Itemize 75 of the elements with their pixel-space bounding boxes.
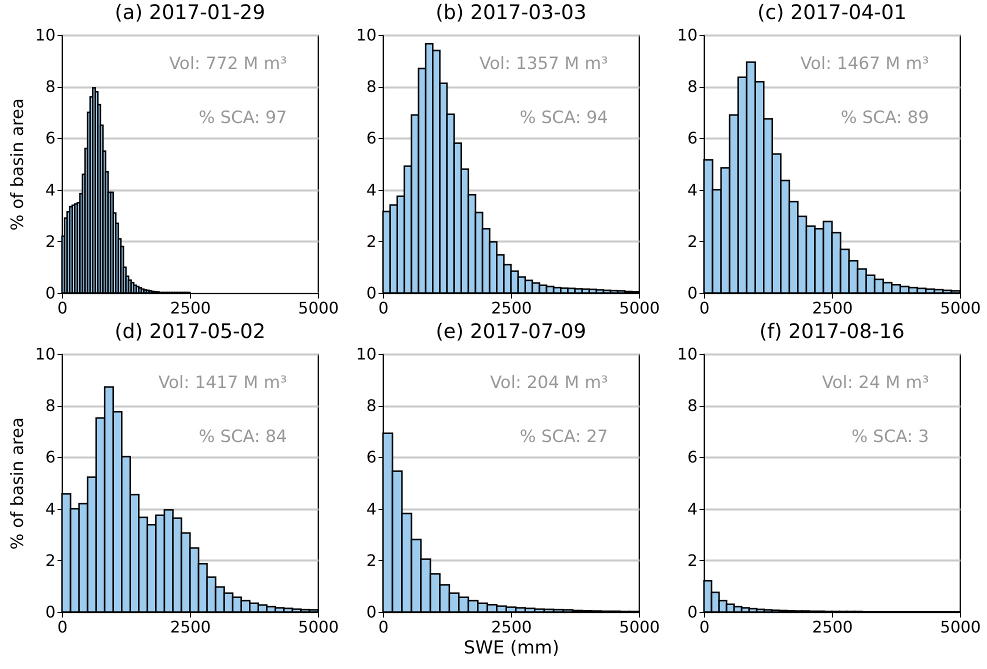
annotation: % SCA: 89 [840, 108, 929, 128]
chart-title: (d) 2017-05-02 [114, 319, 266, 343]
y-tick-label: 0 [687, 284, 698, 302]
annotation: Vol: 1467 M m³ [800, 54, 929, 74]
y-tick-label: 10 [677, 26, 698, 44]
y-tick-label: 2 [366, 550, 376, 570]
y-tick-label: 2 [366, 232, 376, 251]
y-tick-label: 0 [366, 284, 376, 302]
x-axis-title: SWE (mm) [464, 638, 560, 658]
x-tick-label: 5000 [619, 618, 660, 636]
y-tick-label: 0 [366, 602, 376, 622]
chart-title: (a) 2017-01-29 [114, 0, 266, 24]
annotation: Vol: 204 M m³ [490, 373, 608, 393]
x-tick-label: 0 [699, 618, 710, 636]
y-tick-label: 4 [45, 499, 56, 518]
y-tick-label: 4 [45, 180, 56, 200]
x-tick-label: 0 [57, 618, 68, 636]
x-tick-label: 0 [378, 618, 389, 636]
x-tick-label: 5000 [619, 298, 660, 318]
y-tick-label: 8 [45, 77, 56, 96]
y-tick-label: 10 [356, 344, 376, 364]
y-tick-label: 2 [687, 232, 698, 251]
y-tick-label: 8 [366, 396, 376, 416]
y-tick-label: 10 [35, 344, 56, 364]
x-tick-label: 2500 [812, 298, 853, 318]
y-axis-title: % of basin area [8, 98, 28, 231]
y-tick-label: 8 [45, 396, 56, 416]
y-tick-label: 4 [366, 499, 376, 518]
y-tick-label: 4 [687, 180, 698, 200]
y-tick-label: 2 [687, 550, 698, 570]
y-tick-label: 8 [687, 396, 698, 416]
x-tick-label: 0 [57, 298, 68, 318]
x-tick-label: 0 [378, 298, 389, 318]
chart-title: (f) 2017-08-16 [759, 319, 905, 343]
x-tick-label: 5000 [940, 618, 981, 636]
x-tick-label: 5000 [298, 618, 339, 636]
x-tick-label: 5000 [298, 298, 339, 318]
x-tick-label: 2500 [170, 298, 211, 318]
y-tick-label: 10 [35, 26, 56, 44]
chart-title: (e) 2017-07-09 [436, 319, 586, 343]
annotation: % SCA: 84 [198, 427, 287, 447]
x-tick-label: 2500 [491, 298, 532, 318]
chart-title: (c) 2017-04-01 [757, 0, 907, 24]
y-tick-label: 6 [366, 448, 376, 467]
y-tick-label: 0 [687, 602, 698, 622]
annotation: Vol: 1417 M m³ [158, 373, 287, 393]
y-axis-title: % of basin area [8, 417, 28, 550]
y-tick-label: 10 [677, 344, 698, 364]
y-tick-label: 0 [45, 284, 56, 302]
x-tick-label: 5000 [940, 298, 981, 318]
y-tick-label: 4 [366, 180, 376, 200]
x-tick-label: 0 [699, 298, 710, 318]
annotation: Vol: 1357 M m³ [479, 54, 608, 74]
annotation: Vol: 24 M m³ [822, 373, 929, 393]
y-tick-label: 2 [45, 550, 56, 570]
y-tick-label: 2 [45, 232, 56, 251]
y-tick-label: 6 [687, 128, 698, 148]
y-tick-label: 6 [366, 128, 376, 148]
y-tick-label: 6 [45, 448, 56, 467]
y-tick-label: 6 [687, 448, 698, 467]
y-tick-label: 6 [45, 128, 56, 148]
chart-title: (b) 2017-03-03 [436, 0, 586, 24]
x-tick-label: 2500 [170, 618, 211, 636]
x-tick-label: 2500 [812, 618, 853, 636]
y-tick-label: 8 [366, 77, 376, 96]
annotation: % SCA: 94 [520, 108, 608, 128]
annotation: % SCA: 27 [520, 427, 608, 447]
x-tick-label: 2500 [491, 618, 532, 636]
annotation: % SCA: 97 [198, 108, 287, 128]
y-tick-label: 0 [45, 602, 56, 622]
y-tick-label: 10 [356, 26, 376, 44]
annotation: % SCA: 3 [852, 427, 929, 447]
y-tick-label: 4 [687, 499, 698, 518]
annotation: Vol: 772 M m³ [169, 54, 287, 74]
y-tick-label: 8 [687, 77, 698, 96]
